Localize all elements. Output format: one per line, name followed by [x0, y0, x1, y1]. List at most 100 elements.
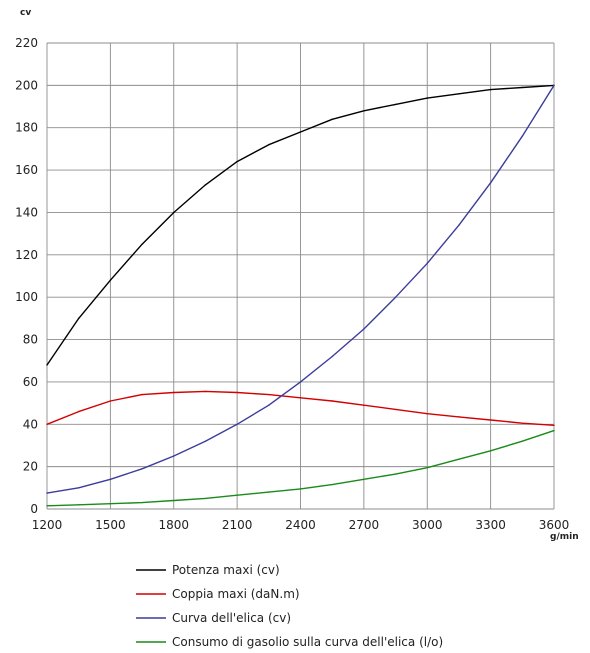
data-point [141, 501, 143, 504]
legend-label: Consumo di gasolio sulla curva dell'elic… [172, 635, 443, 649]
x-tick-label: 1800 [158, 518, 189, 532]
data-point [268, 404, 270, 406]
y-tick-label: 60 [23, 375, 38, 389]
data-point [363, 404, 365, 406]
legend-item: Coppia maxi (daN.m) [136, 587, 300, 601]
data-point [331, 483, 333, 486]
data-point [458, 224, 460, 226]
data-point [489, 419, 492, 421]
data-point [204, 184, 207, 186]
data-point [204, 497, 207, 500]
data-point [236, 391, 238, 394]
legend-label: Potenza maxi (cv) [172, 563, 280, 577]
data-point [173, 391, 175, 394]
data-point [363, 110, 365, 112]
x-tick-label: 3000 [412, 518, 443, 532]
data-point [77, 317, 80, 320]
data-point [553, 429, 555, 432]
data-point [394, 473, 397, 475]
data-point [46, 505, 48, 507]
data-point [268, 143, 270, 146]
y-tick-label: 20 [23, 460, 38, 474]
series-group [46, 84, 555, 494]
data-point [426, 412, 428, 415]
x-tick-label: 3300 [475, 518, 506, 532]
y-tick-label: 80 [23, 333, 38, 347]
data-point [236, 423, 238, 425]
data-point [426, 97, 428, 99]
data-point [553, 84, 555, 87]
data-point [77, 410, 80, 413]
x-tick-label: 2100 [222, 518, 253, 532]
data-point [77, 504, 80, 506]
data-point [109, 478, 112, 481]
data-point [236, 494, 238, 496]
data-point [141, 393, 143, 396]
data-point [109, 400, 112, 402]
y-tick-label: 0 [30, 502, 38, 516]
x-tick-label: 1500 [95, 518, 126, 532]
data-point [173, 211, 175, 214]
y-tick-label: 100 [15, 290, 38, 304]
y-tick-label: 120 [15, 248, 38, 262]
legend-label: Curva dell'elica (cv) [172, 611, 291, 625]
data-point [268, 393, 270, 396]
data-point [489, 88, 492, 91]
data-point [489, 450, 492, 452]
data-point [204, 390, 207, 393]
data-point [204, 440, 207, 442]
legend-item: Potenza maxi (cv) [136, 563, 280, 577]
x-tick-label: 1200 [32, 518, 63, 532]
data-point [299, 488, 302, 490]
data-point [173, 499, 175, 502]
data-point [299, 397, 302, 399]
y-tick-label: 40 [23, 417, 38, 431]
tick-labels: 0 20 40 60 80 100 120 140 160 180 200 220 1200 1500 18… [15, 36, 569, 532]
data-point [77, 487, 80, 489]
data-point [236, 160, 238, 163]
data-point [521, 86, 524, 89]
data-point [521, 135, 524, 137]
data-point [46, 364, 48, 366]
data-point [426, 466, 428, 469]
x-tick-label: 2700 [349, 518, 380, 532]
data-point [363, 328, 365, 330]
x-tick-label: 2400 [285, 518, 316, 532]
data-point [141, 243, 143, 245]
y-tick-label: 160 [15, 163, 38, 177]
y-tick-label: 200 [15, 78, 38, 92]
x-tick-label: 3600 [539, 518, 570, 532]
data-point [521, 440, 524, 442]
data-point [141, 468, 143, 470]
data-point [331, 118, 333, 120]
grid [46, 42, 555, 510]
data-point [363, 478, 365, 481]
data-point [458, 93, 460, 95]
data-point [394, 296, 397, 298]
data-point [268, 491, 270, 493]
data-point [521, 422, 524, 424]
series-group [46, 390, 555, 427]
data-point [109, 279, 112, 281]
legend-item: Consumo di gasolio sulla curva dell'elic… [136, 635, 443, 649]
y-axis-unit-label: cv [20, 8, 31, 18]
series-group [46, 429, 555, 507]
data-point [394, 103, 397, 106]
legend: Potenza maxi (cv) Coppia maxi (daN.m) Curv… [136, 563, 443, 649]
data-point [173, 455, 175, 457]
data-point [46, 423, 48, 425]
series-group [46, 84, 555, 366]
data-point [331, 400, 333, 402]
y-tick-label: 140 [15, 205, 38, 219]
data-point [109, 503, 112, 505]
data-point [489, 182, 492, 184]
data-point [331, 355, 333, 358]
series [46, 84, 555, 507]
data-point [394, 408, 397, 411]
x-axis-unit-label: g/min [550, 532, 579, 542]
y-tick-label: 180 [15, 121, 38, 135]
data-point [553, 424, 555, 427]
legend-label: Coppia maxi (daN.m) [172, 587, 300, 601]
